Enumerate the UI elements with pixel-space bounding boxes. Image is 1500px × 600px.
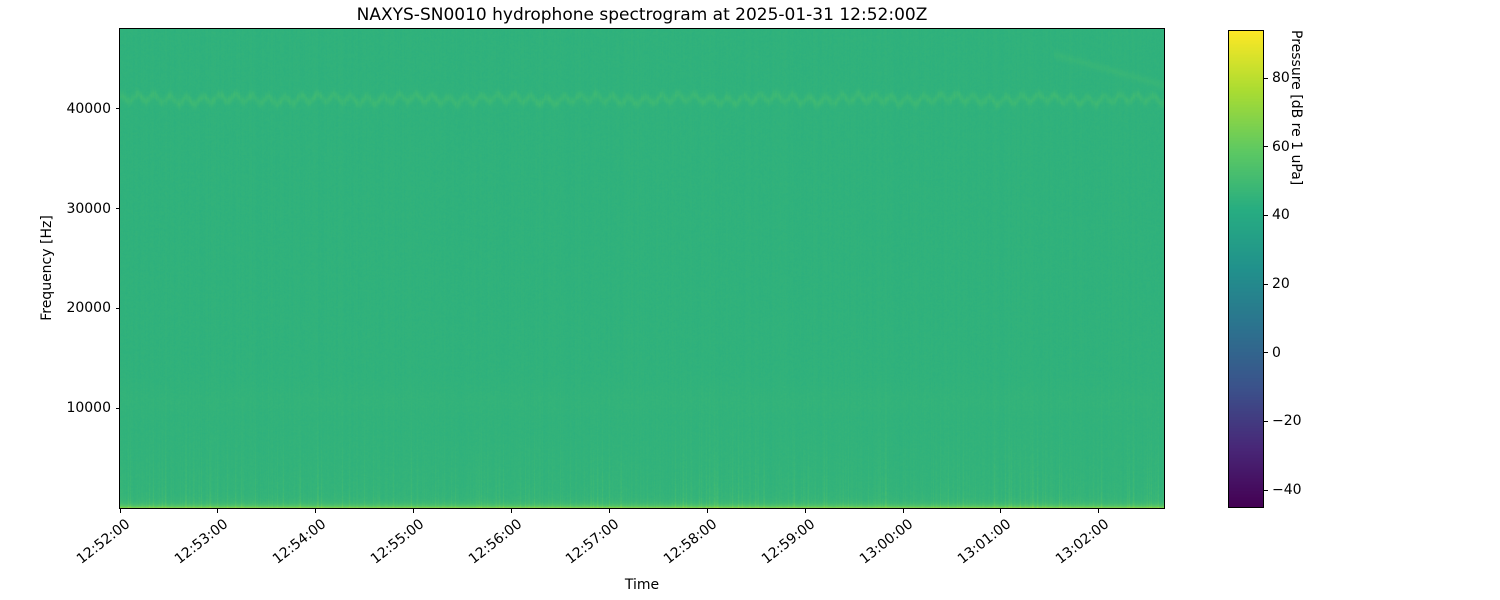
y-axis-title: Frequency [Hz] [39,215,55,321]
colorbar-tick-label: 40 [1272,207,1290,224]
colorbar-tick-label: −20 [1272,413,1302,430]
spectrogram-heatmap [120,29,1164,508]
x-tick-label: 12:56:00 [465,516,525,568]
y-tick-mark [115,208,120,210]
colorbar-tick-mark [1264,283,1268,285]
chart-title: NAXYS-SN0010 hydrophone spectrogram at 2… [356,5,928,25]
y-tick-label: 40000 [66,100,111,117]
x-tick-label: 12:52:00 [73,516,134,568]
colorbar-tick-mark [1264,352,1268,354]
x-tick-label: 12:57:00 [563,516,623,568]
x-tick-label: 13:02:00 [1052,516,1112,568]
x-tick-mark [217,509,219,513]
colorbar-tick-label: 60 [1272,138,1290,155]
x-tick-mark [902,509,904,513]
colorbar-title: Pressure [dB re 1 uPa] [1288,30,1304,186]
y-tick-mark [115,407,120,409]
x-tick-label: 12:58:00 [661,516,721,568]
x-tick-label: 13:01:00 [954,516,1015,568]
spectrogram-plot-area [119,28,1165,509]
x-tick-label: 12:54:00 [269,516,329,568]
y-tick-mark [115,307,120,309]
x-tick-mark [119,509,121,513]
y-tick-mark [115,108,120,110]
x-tick-mark [1000,509,1002,513]
x-tick-mark [315,509,317,513]
x-tick-label: 12:53:00 [171,516,232,568]
colorbar-tick-mark [1264,146,1268,148]
x-tick-mark [706,509,708,513]
x-tick-mark [804,509,806,513]
colorbar-tick-label: −40 [1272,482,1302,499]
colorbar-tick-label: 20 [1272,276,1290,293]
colorbar [1228,30,1264,508]
y-tick-label: 20000 [66,300,111,317]
y-tick-label: 30000 [66,200,111,217]
colorbar-gradient [1229,31,1263,507]
colorbar-tick-mark [1264,214,1268,216]
x-tick-mark [511,509,512,513]
colorbar-tick-mark [1264,420,1268,422]
x-tick-mark [608,509,610,513]
x-axis-title: Time [624,577,660,593]
x-tick-mark [1098,509,1100,513]
x-tick-label: 12:55:00 [367,516,427,568]
x-tick-mark [413,509,415,513]
colorbar-tick-mark [1264,489,1268,491]
colorbar-tick-label: 0 [1272,344,1281,361]
x-tick-label: 12:59:00 [758,516,819,568]
x-tick-label: 13:00:00 [856,516,917,568]
y-tick-label: 10000 [66,400,111,417]
colorbar-tick-mark [1264,77,1268,79]
colorbar-tick-label: 80 [1272,70,1290,87]
